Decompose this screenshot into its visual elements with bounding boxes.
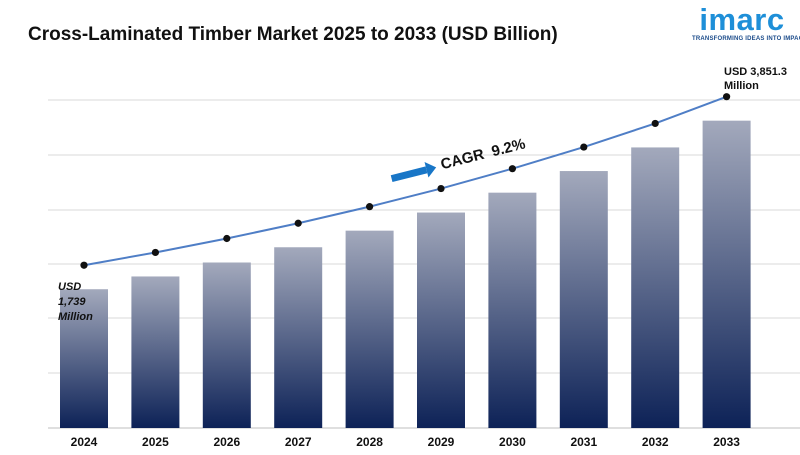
- bar-2028: [345, 230, 394, 428]
- trend-point-2029: [437, 184, 445, 193]
- end-annotation-line-2: Million: [724, 80, 759, 92]
- trend-line: [83, 95, 727, 267]
- bar-2025: [131, 276, 180, 428]
- bar-2033: [702, 120, 751, 428]
- bar-2027: [274, 247, 323, 428]
- cagr-annotation: CAGR 9.2%: [390, 135, 527, 183]
- x-tick-2026: 2026: [213, 435, 240, 449]
- x-tick-2027: 2027: [285, 435, 312, 449]
- bar-2031: [559, 171, 608, 428]
- trend-point-2025: [151, 248, 159, 257]
- trend-point-2024: [80, 261, 88, 269]
- x-tick-2030: 2030: [499, 435, 526, 449]
- x-tick-2033: 2033: [713, 435, 740, 449]
- end-value-annotation: USD 3,851.3 Million: [724, 65, 787, 93]
- x-tick-2024: 2024: [71, 435, 98, 449]
- chart-title: Cross-Laminated Timber Market 2025 to 20…: [28, 24, 558, 45]
- trend-point-2028: [366, 203, 374, 211]
- logo-word: imarc: [699, 2, 785, 37]
- x-axis-ticks: 2024 2025 2026 2027 2028 2029 2030 2031 2032 2033: [71, 435, 741, 449]
- trend-point-2033: [723, 93, 731, 101]
- start-annotation-line-3: Million: [58, 311, 93, 323]
- bar-2029: [417, 212, 465, 428]
- start-value-annotation: USD 1,739 Million: [58, 280, 93, 325]
- trend-point-2032: [651, 119, 659, 128]
- x-tick-2025: 2025: [142, 435, 169, 449]
- bar-2024: [60, 289, 108, 428]
- trend-point-2026: [223, 234, 231, 243]
- trend-point-2030: [508, 165, 516, 173]
- trend-points: [80, 93, 731, 269]
- bar-2026: [202, 262, 251, 428]
- trend-point-2031: [580, 143, 588, 151]
- logo-tagline: TRANSFORMING IDEAS INTO IMPACT: [692, 36, 800, 42]
- x-tick-2028: 2028: [356, 435, 383, 449]
- x-tick-2029: 2029: [428, 435, 455, 449]
- start-annotation-line-2: 1,739: [58, 296, 86, 308]
- start-annotation-line-1: USD: [58, 281, 82, 293]
- trend-polyline: [83, 95, 727, 267]
- bars: [60, 120, 751, 428]
- bar-2030: [488, 192, 537, 428]
- x-tick-2032: 2032: [642, 435, 669, 449]
- bar-2032: [631, 147, 680, 428]
- cagr-arrow-head: [424, 162, 437, 178]
- x-tick-2031: 2031: [570, 435, 597, 449]
- end-annotation-line-1: USD 3,851.3: [724, 66, 787, 78]
- trend-point-2027: [294, 219, 302, 227]
- imarc-logo: imarc TRANSFORMING IDEAS INTO IMPACT: [692, 2, 800, 43]
- cagr-arrow: [390, 166, 428, 183]
